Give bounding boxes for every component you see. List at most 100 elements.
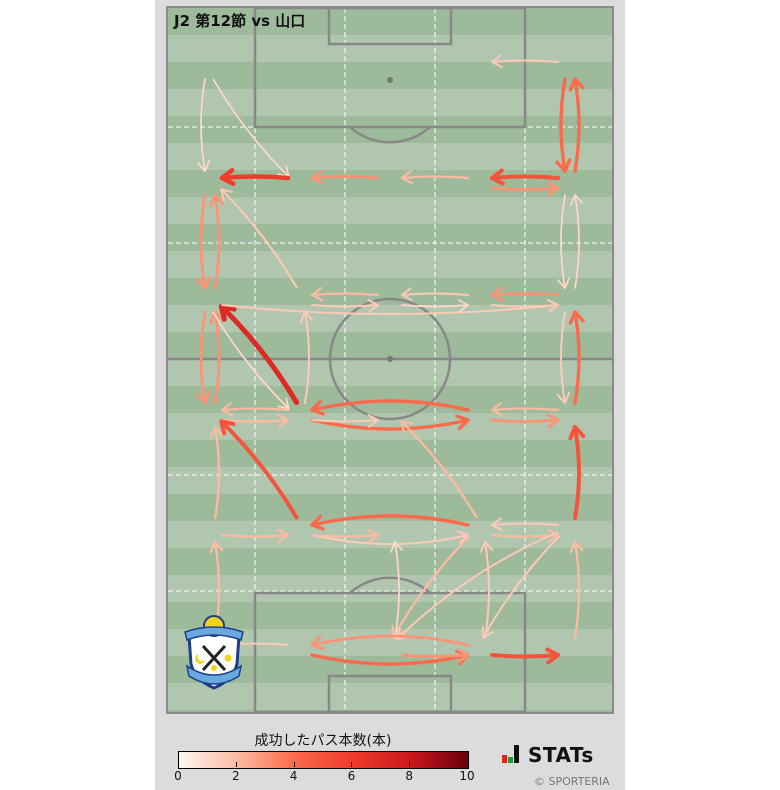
colorbar-tick-mark: [409, 762, 411, 767]
pass-arrow: [220, 188, 298, 289]
pass-arrow: [482, 535, 560, 639]
colorbar-tick-label: 4: [289, 769, 298, 783]
pass-arrowhead: [568, 425, 586, 441]
pass-arrow: [490, 292, 560, 297]
copyright: © SPORTERIA: [534, 775, 610, 788]
pass-arrow: [310, 653, 470, 666]
pass-arrow: [199, 310, 207, 405]
colorbar-tick-mark: [351, 762, 353, 767]
pass-arrow: [574, 194, 580, 289]
pass-arrowhead: [209, 540, 224, 554]
pitch-markings: [168, 8, 612, 712]
pass-arrowhead: [481, 625, 494, 639]
pass-arrow: [392, 535, 470, 639]
pass-arrowhead: [195, 275, 211, 290]
pass-arrowhead: [310, 635, 325, 651]
pass-arrowhead: [367, 299, 380, 313]
pass-arrowhead: [400, 170, 414, 185]
pass-arrow: [396, 531, 559, 641]
pass-arrowhead: [209, 193, 225, 208]
pass-arrowhead: [546, 528, 560, 543]
pass-arrowhead: [479, 540, 494, 554]
pass-arrowhead: [556, 277, 570, 289]
pass-arrowhead: [367, 414, 380, 428]
pass-arrowhead: [310, 287, 324, 302]
pass-arrow: [490, 418, 560, 423]
pass-arrowhead: [545, 647, 560, 665]
pass-arrow: [220, 533, 290, 538]
pass-arrowhead: [310, 169, 324, 185]
stats-logo-icon: [502, 745, 519, 763]
pass-arrowhead: [568, 310, 585, 325]
pass-arrowhead: [400, 287, 413, 301]
pass-arrowhead: [555, 158, 572, 173]
pass-arrow: [212, 78, 290, 178]
pass-arrow: [401, 304, 469, 308]
pass-arrowhead: [547, 299, 560, 313]
pass-arrow: [213, 425, 221, 520]
pass-arrow: [310, 634, 470, 647]
pass-arrow: [573, 77, 581, 173]
colorbar-tick-label: 10: [459, 769, 475, 783]
pass-arrow: [400, 292, 470, 297]
pass-arrowhead: [276, 528, 290, 543]
pass-arrow: [310, 303, 380, 308]
pass-arrowhead: [218, 303, 237, 322]
pass-arrowhead: [490, 286, 504, 302]
colorbar-tick-mark: [293, 762, 295, 767]
pass-arrow: [483, 540, 491, 640]
colorbar-tick-label: 6: [347, 769, 356, 783]
pass-arrow: [573, 540, 581, 640]
pass-arrowhead: [569, 540, 584, 554]
penalty-spot-top: [387, 77, 393, 83]
pass-arrowhead: [546, 413, 560, 429]
pass-arrow: [573, 425, 581, 520]
pass-arrowhead: [195, 390, 211, 405]
pass-arrowhead: [389, 541, 403, 553]
pass-arrow: [220, 303, 560, 315]
chart-title: J2 第12節 vs 山口: [174, 12, 306, 30]
pass-arrow: [218, 303, 300, 405]
pass-arrowhead: [219, 168, 236, 187]
pass-arrowhead: [568, 77, 585, 92]
pass-arrowhead: [400, 420, 414, 434]
pass-arrowhead: [366, 528, 380, 543]
stats-brand: STATs: [502, 743, 594, 767]
colorbar-tick-mark: [235, 762, 237, 767]
pass-arrowhead: [457, 299, 469, 313]
pass-arrow: [219, 419, 299, 520]
pass-arrow: [213, 310, 221, 405]
pass-arrowhead: [490, 517, 503, 531]
pass-arrow: [490, 653, 560, 659]
pass-arrowhead: [276, 413, 290, 428]
pass-arrow: [559, 77, 567, 173]
pass-arrow: [199, 193, 207, 290]
pass-arrowhead: [277, 397, 290, 410]
pass-arrow: [394, 541, 400, 639]
pass-arrow: [220, 407, 290, 412]
pass-arrowhead: [220, 402, 234, 417]
pass-arrowhead: [219, 419, 236, 436]
pass-arrow: [310, 418, 380, 423]
pass-arrowhead: [546, 181, 560, 197]
pass-arrow: [490, 522, 560, 527]
center-spot: [387, 356, 393, 362]
pass-arrowhead: [455, 414, 470, 431]
colorbar-tick-label: 0: [174, 769, 182, 783]
pass-arrowhead: [310, 399, 325, 416]
colorbar-tick-label: 2: [231, 769, 240, 783]
pitch: [166, 6, 614, 714]
pass-arrow: [310, 533, 470, 545]
pass-arrow: [490, 59, 560, 64]
pass-arrowhead: [456, 530, 470, 544]
pass-arrow: [490, 186, 560, 191]
pass-arrow: [310, 418, 470, 431]
pass-arrowhead: [490, 402, 504, 417]
pass-arrow: [400, 175, 470, 180]
pass-arrow: [560, 194, 566, 289]
team-crest-logo: [184, 615, 244, 690]
stats-logo-text: STATs: [528, 743, 594, 767]
pass-arrow: [490, 174, 560, 180]
colorbar-tick-label: 8: [405, 769, 414, 783]
pass-arrowhead: [299, 310, 314, 324]
